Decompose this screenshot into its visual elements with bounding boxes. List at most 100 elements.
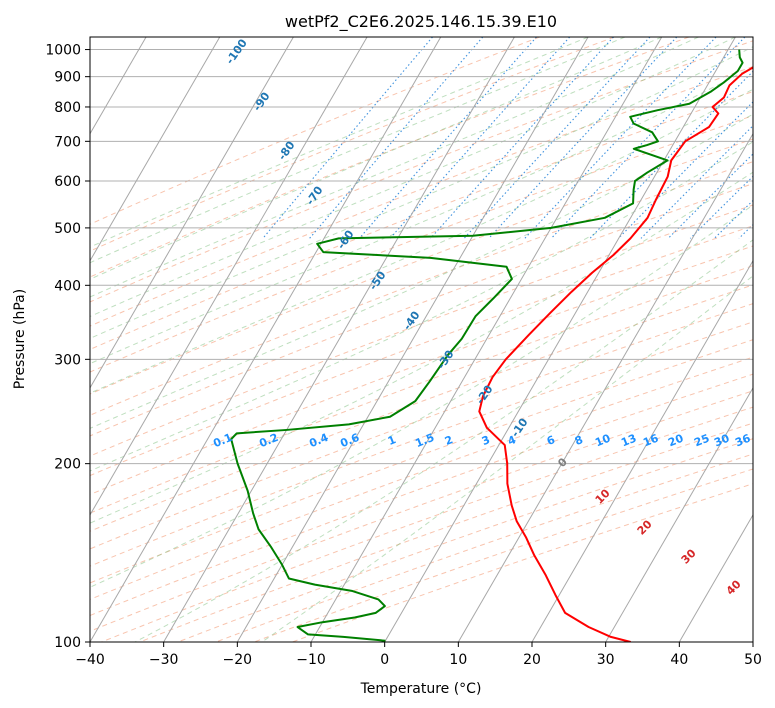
moist-adiabat-label: 0 (555, 455, 570, 470)
isotherm-gridline (90, 37, 294, 389)
moist-adiabat (90, 171, 753, 524)
x-tick-label: 50 (744, 652, 762, 668)
x-tick-label: −20 (223, 652, 253, 668)
moist-adiabat-label: 40 (724, 577, 744, 597)
mixing-ratio-line (617, 101, 753, 239)
mixing-ratio-label: 3 (480, 433, 492, 448)
mixing-ratio-label: 10 (593, 432, 612, 450)
dewpoint-line (230, 49, 744, 642)
mixing-ratio-line (759, 37, 775, 238)
x-tick-label: 40 (670, 652, 688, 668)
isotherm-gridline (90, 37, 221, 262)
mixing-ratio-label: 0.4 (307, 431, 330, 450)
isotherm-gridline (678, 513, 753, 642)
y-tick-label: 400 (54, 278, 81, 294)
moist-adiabat (90, 37, 699, 298)
chart-title: wetPf2_C2E6.2025.146.15.39.E10 (285, 12, 557, 32)
isotherm-gridline (0, 37, 72, 642)
y-tick-label: 900 (54, 70, 81, 86)
y-tick-label: 100 (54, 635, 81, 651)
mixing-ratio-label: 0.1 (211, 431, 234, 450)
dry-adiabat (90, 37, 690, 278)
moist-adiabat (90, 37, 626, 264)
dry-adiabat (90, 90, 753, 350)
mixing-ratio-label: 20 (666, 432, 685, 450)
x-tick-label: 10 (449, 652, 467, 668)
background-lines (0, 37, 775, 642)
dry-adiabat (90, 225, 753, 477)
dry-adiabat (90, 40, 753, 303)
dry-adiabat (292, 483, 753, 642)
dry-adiabat (90, 284, 753, 532)
x-tick-label: −10 (296, 652, 326, 668)
isotherm-gridline (752, 641, 753, 642)
dry-adiabat (90, 373, 753, 617)
moist-adiabat (90, 37, 736, 318)
dry-adiabat (90, 37, 540, 225)
dry-adiabat (90, 37, 615, 252)
dry-adiabat (253, 468, 753, 642)
y-tick-label: 700 (54, 134, 81, 150)
dry-adiabat-label: -50 (367, 269, 389, 293)
isotherm-gridline (236, 37, 589, 642)
mixing-ratio-label: 25 (692, 432, 711, 450)
dry-adiabat (90, 390, 753, 632)
mixing-ratio-label: 13 (619, 432, 638, 450)
moist-adiabat (90, 37, 662, 280)
dry-adiabat (90, 66, 753, 327)
isotherm-gridline (90, 37, 442, 642)
isotherm-gridline (90, 37, 368, 516)
y-tick-label: 600 (54, 174, 81, 190)
dry-adiabat (215, 453, 753, 642)
x-tick-label: −40 (75, 652, 105, 668)
mixing-ratio-line (430, 37, 614, 239)
mixing-ratio-line (389, 37, 571, 239)
temperature-line (478, 66, 753, 642)
mixing-ratio-line (589, 70, 753, 239)
dry-adiabat (90, 356, 753, 600)
moist-adiabat-label: 10 (593, 486, 613, 506)
mixing-ratio-label: 8 (573, 433, 585, 448)
x-tick-label: −30 (149, 652, 179, 668)
dry-adiabat-label: -90 (251, 90, 273, 114)
moist-adiabat (90, 46, 753, 339)
y-tick-label: 200 (54, 457, 81, 473)
plot-frame (89, 36, 754, 643)
data-series (230, 49, 753, 642)
mixing-ratio-line (550, 37, 746, 239)
moist-adiabat (134, 239, 753, 642)
dry-adiabat (101, 406, 753, 642)
mixing-ratio-label: 36 (733, 432, 752, 450)
dry-adiabat (90, 339, 753, 584)
dry-adiabat (90, 138, 753, 395)
mixing-ratio-line (309, 37, 484, 239)
y-tick-label: 500 (54, 221, 81, 237)
dry-adiabat (139, 422, 753, 642)
x-tick-label: 20 (523, 652, 541, 668)
y-tick-label: 1000 (45, 43, 81, 59)
y-tick-label: 800 (54, 100, 81, 116)
mixing-ratio-label: 16 (641, 432, 660, 450)
mixing-ratio-line (667, 153, 753, 239)
mixing-ratio-label: 30 (712, 432, 731, 450)
y-tick-label: 300 (54, 352, 81, 368)
isotherm-gridline (163, 37, 515, 642)
isotherm-gridline (605, 386, 753, 642)
moist-adiabat-label: 20 (635, 517, 655, 537)
dry-adiabat (90, 115, 753, 373)
moist-adiabat-label: 30 (679, 546, 699, 566)
axes: −40 −30 −20 −10 0 10 20 30 40 5010009008007006005… (45, 43, 762, 668)
dry-adiabat-label: -60 (335, 228, 357, 252)
isotherm-gridline (310, 37, 663, 642)
x-tick-label: 30 (597, 652, 615, 668)
isotherm-gridline (384, 37, 736, 642)
mixing-ratio-label: 2 (443, 433, 455, 448)
mixing-ratio-line (358, 37, 537, 239)
dry-adiabat-label: -20 (474, 383, 496, 407)
dry-adiabat-label: -100 (223, 36, 250, 66)
dry-adiabat (90, 303, 753, 550)
isotherm-gridline (531, 259, 753, 642)
x-tick-label: 0 (380, 652, 389, 668)
mixing-ratio-line (689, 175, 753, 239)
